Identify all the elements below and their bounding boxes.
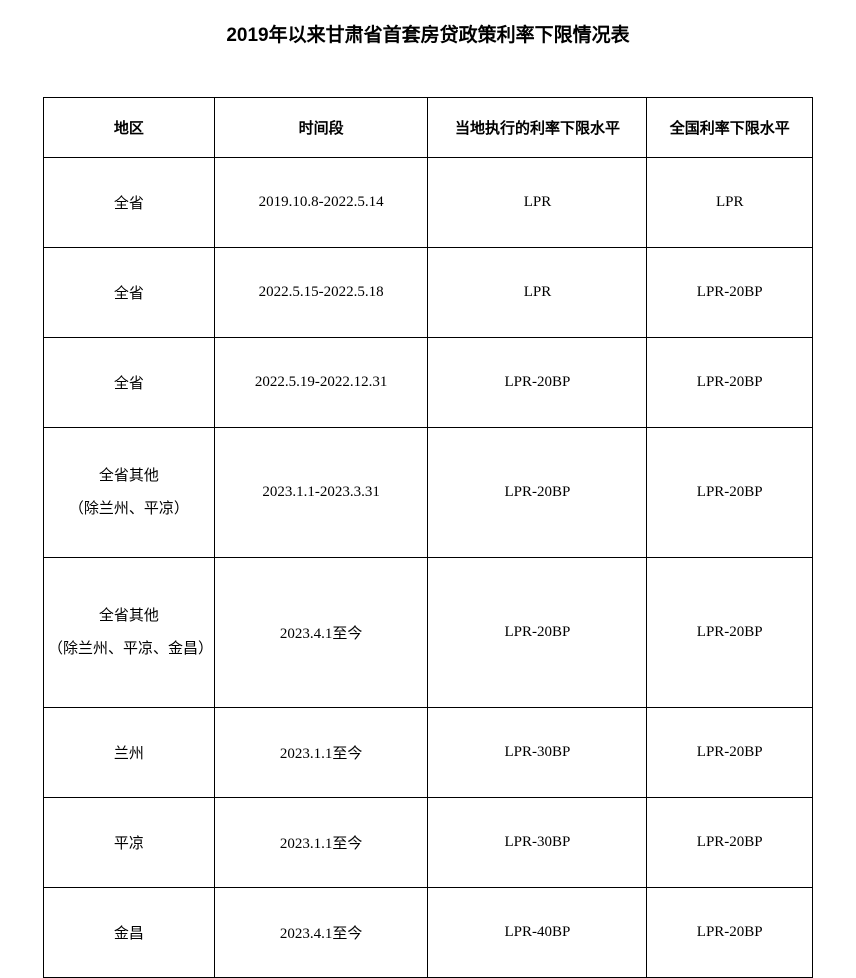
cell-period: 2023.1.1至今 — [214, 708, 428, 798]
cell-region: 全省 — [44, 158, 215, 248]
table-row: 全省其他 （除兰州、平凉、金昌） 2023.4.1至今 LPR-20BP LPR… — [44, 558, 813, 708]
cell-local-rate: LPR-30BP — [428, 708, 647, 798]
table-row: 全省 2019.10.8-2022.5.14 LPR LPR — [44, 158, 813, 248]
header-period: 时间段 — [214, 98, 428, 158]
table-container: 地区 时间段 当地执行的利率下限水平 全国利率下限水平 全省 2019.10.8… — [43, 97, 813, 978]
cell-national-rate: LPR-20BP — [647, 798, 813, 888]
header-local-rate: 当地执行的利率下限水平 — [428, 98, 647, 158]
cell-region: 金昌 — [44, 888, 215, 978]
cell-local-rate: LPR — [428, 158, 647, 248]
region-line2: （除兰州、平凉） — [48, 493, 210, 526]
region-line1: 全省其他 — [48, 600, 210, 633]
cell-region: 全省 — [44, 338, 215, 428]
cell-local-rate: LPR-20BP — [428, 558, 647, 708]
cell-local-rate: LPR-20BP — [428, 338, 647, 428]
cell-national-rate: LPR-20BP — [647, 888, 813, 978]
table-row: 金昌 2023.4.1至今 LPR-40BP LPR-20BP — [44, 888, 813, 978]
cell-local-rate: LPR-40BP — [428, 888, 647, 978]
cell-local-rate: LPR-30BP — [428, 798, 647, 888]
cell-period: 2023.1.1至今 — [214, 798, 428, 888]
cell-period: 2023.4.1至今 — [214, 888, 428, 978]
cell-period: 2023.4.1至今 — [214, 558, 428, 708]
table-row: 全省其他 （除兰州、平凉） 2023.1.1-2023.3.31 LPR-20B… — [44, 428, 813, 558]
cell-national-rate: LPR-20BP — [647, 708, 813, 798]
cell-period: 2019.10.8-2022.5.14 — [214, 158, 428, 248]
table-row: 全省 2022.5.19-2022.12.31 LPR-20BP LPR-20B… — [44, 338, 813, 428]
page-title: 2019年以来甘肃省首套房贷政策利率下限情况表 — [0, 20, 856, 47]
cell-local-rate: LPR-20BP — [428, 428, 647, 558]
cell-national-rate: LPR-20BP — [647, 558, 813, 708]
header-region: 地区 — [44, 98, 215, 158]
cell-period: 2022.5.15-2022.5.18 — [214, 248, 428, 338]
cell-national-rate: LPR-20BP — [647, 428, 813, 558]
rate-table: 地区 时间段 当地执行的利率下限水平 全国利率下限水平 全省 2019.10.8… — [43, 97, 813, 978]
cell-national-rate: LPR-20BP — [647, 248, 813, 338]
table-header-row: 地区 时间段 当地执行的利率下限水平 全国利率下限水平 — [44, 98, 813, 158]
cell-national-rate: LPR-20BP — [647, 338, 813, 428]
cell-region: 兰州 — [44, 708, 215, 798]
cell-period: 2022.5.19-2022.12.31 — [214, 338, 428, 428]
region-line1: 全省其他 — [48, 460, 210, 493]
cell-region: 平凉 — [44, 798, 215, 888]
cell-national-rate: LPR — [647, 158, 813, 248]
table-body: 全省 2019.10.8-2022.5.14 LPR LPR 全省 2022.5… — [44, 158, 813, 978]
table-row: 全省 2022.5.15-2022.5.18 LPR LPR-20BP — [44, 248, 813, 338]
cell-region: 全省 — [44, 248, 215, 338]
cell-period: 2023.1.1-2023.3.31 — [214, 428, 428, 558]
region-line2: （除兰州、平凉、金昌） — [48, 633, 210, 666]
table-row: 平凉 2023.1.1至今 LPR-30BP LPR-20BP — [44, 798, 813, 888]
table-row: 兰州 2023.1.1至今 LPR-30BP LPR-20BP — [44, 708, 813, 798]
cell-region: 全省其他 （除兰州、平凉） — [44, 428, 215, 558]
cell-region: 全省其他 （除兰州、平凉、金昌） — [44, 558, 215, 708]
cell-local-rate: LPR — [428, 248, 647, 338]
header-national-rate: 全国利率下限水平 — [647, 98, 813, 158]
